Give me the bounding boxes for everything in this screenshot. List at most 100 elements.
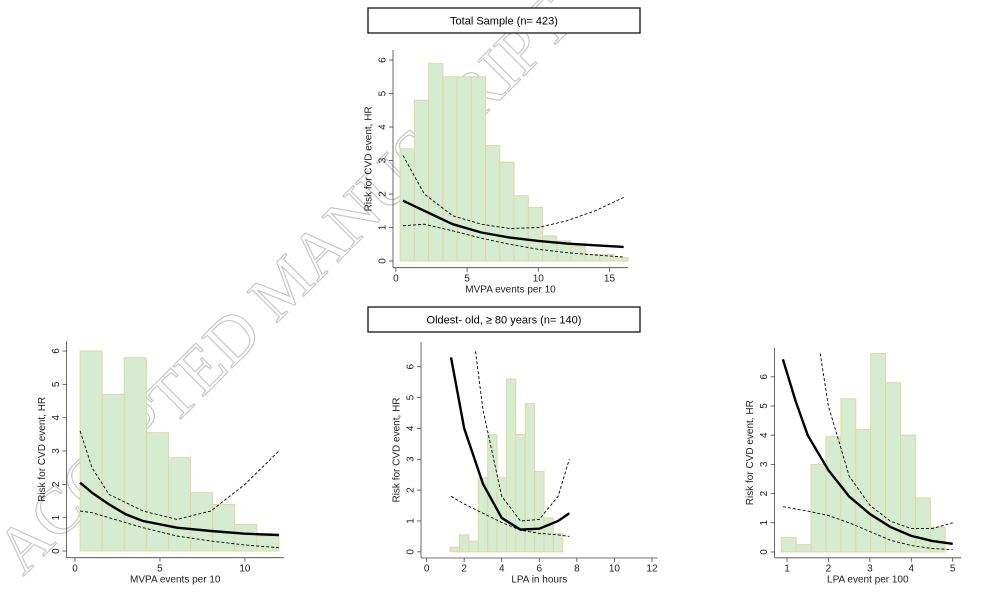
x-axis-label: MVPA events per 10 xyxy=(130,574,221,585)
ci-line xyxy=(79,430,280,520)
hist-bar xyxy=(79,350,103,552)
y-tick-label: 3 xyxy=(51,448,62,454)
x-tick-label: 1 xyxy=(784,563,790,574)
hist-bar xyxy=(413,99,430,262)
x-tick-label: 5 xyxy=(157,563,163,574)
y-axis-label: Risk for CVD event, HR xyxy=(392,397,403,502)
panel-title: Oldest- old, ≥ 80 years (n= 140) xyxy=(427,314,582,326)
y-tick-label: 6 xyxy=(378,57,389,63)
hist-bar xyxy=(428,62,444,262)
x-tick-label: 6 xyxy=(537,564,543,575)
hist-bar xyxy=(570,245,586,262)
x-tick-label: 5 xyxy=(464,273,470,284)
x-tick-label: 0 xyxy=(424,564,430,575)
ci-line xyxy=(475,351,570,522)
hist-bar xyxy=(810,463,827,553)
y-tick-label: 5 xyxy=(759,403,770,409)
hist-bar xyxy=(468,540,479,553)
hist-bar xyxy=(234,523,258,552)
y-axis-label: Risk for CVD event, HR xyxy=(364,106,375,211)
y-tick-label: 0 xyxy=(51,548,62,554)
hist-bar xyxy=(795,544,812,553)
hist-bar xyxy=(552,532,564,553)
y-tick-label: 6 xyxy=(759,374,770,380)
hist-bar xyxy=(101,393,125,552)
y-tick-label: 5 xyxy=(378,90,389,96)
hist-bar xyxy=(780,536,797,553)
y-tick-label: 0 xyxy=(759,549,770,555)
hist-bar xyxy=(190,492,214,552)
estimate-line xyxy=(402,199,624,249)
x-tick-label: 10 xyxy=(239,563,251,574)
estimate-line xyxy=(449,357,570,531)
y-tick-label: 0 xyxy=(406,549,417,555)
estimate-line xyxy=(781,358,953,545)
hist-bar xyxy=(840,398,857,553)
y-tick-label: 1 xyxy=(759,520,770,526)
hist-bar xyxy=(485,144,501,262)
x-axis-label: LPA in hours xyxy=(511,575,567,586)
hist-bar xyxy=(900,434,916,553)
y-tick-label: 1 xyxy=(406,518,417,524)
hist-bar xyxy=(496,477,507,553)
x-tick-label: 10 xyxy=(609,564,621,575)
y-tick-label: 3 xyxy=(378,157,389,163)
y-tick-label: 6 xyxy=(51,348,62,354)
hist-bar xyxy=(542,235,558,262)
estimate-line xyxy=(79,481,279,537)
y-tick-label: 5 xyxy=(51,381,62,387)
hist-bar xyxy=(534,471,545,553)
x-tick-label: 4 xyxy=(909,563,915,574)
x-tick-label: 4 xyxy=(499,564,505,575)
x-axis-label: MVPA events per 10 xyxy=(465,284,556,295)
y-tick-label: 3 xyxy=(759,461,770,467)
x-tick-label: 10 xyxy=(533,273,545,284)
y-tick-label: 6 xyxy=(406,363,417,369)
ci-line xyxy=(402,223,624,258)
title-box xyxy=(367,306,641,333)
hist-bar xyxy=(499,161,515,262)
panel-title: Total Sample (n= 423) xyxy=(450,15,558,27)
ci-line xyxy=(402,155,624,229)
x-tick-label: 2 xyxy=(461,564,467,575)
y-tick-label: 2 xyxy=(406,487,417,493)
hist-bar xyxy=(513,195,529,262)
y-tick-label: 2 xyxy=(378,191,389,197)
ci-line xyxy=(782,506,953,551)
y-axis-label: Risk for CVD event, HR xyxy=(37,397,48,502)
hist-bar xyxy=(442,76,458,262)
x-tick-label: 0 xyxy=(393,273,399,284)
x-axis-label: LPA event per 100 xyxy=(827,574,909,585)
x-tick-label: 12 xyxy=(646,564,658,575)
x-tick-label: 3 xyxy=(867,563,873,574)
title-box xyxy=(367,7,641,34)
ci-line xyxy=(80,510,279,549)
y-tick-label: 4 xyxy=(378,124,389,130)
hist-bar xyxy=(256,535,280,552)
y-tick-label: 2 xyxy=(759,490,770,496)
hist-bar xyxy=(855,428,872,553)
y-tick-label: 3 xyxy=(406,456,417,462)
y-tick-label: 4 xyxy=(406,425,417,431)
hist-bar xyxy=(167,457,192,552)
hist-bar xyxy=(613,257,629,262)
hist-bar xyxy=(914,497,931,553)
hist-bar xyxy=(515,434,526,553)
hist-bar xyxy=(449,546,460,553)
hist-bar xyxy=(212,503,236,552)
y-tick-label: 4 xyxy=(51,414,62,420)
hist-bar xyxy=(527,206,544,262)
y-tick-label: 1 xyxy=(51,514,62,520)
ci-line xyxy=(819,353,953,530)
hist-bar xyxy=(145,432,169,552)
y-tick-label: 5 xyxy=(406,394,417,400)
y-tick-label: 0 xyxy=(378,258,389,264)
hist-bar xyxy=(458,534,470,553)
ci-line xyxy=(450,495,570,537)
x-tick-label: 0 xyxy=(72,563,78,574)
y-tick-label: 2 xyxy=(51,481,62,487)
y-tick-label: 4 xyxy=(759,432,770,438)
x-tick-label: 15 xyxy=(604,273,616,284)
x-tick-label: 2 xyxy=(826,563,832,574)
